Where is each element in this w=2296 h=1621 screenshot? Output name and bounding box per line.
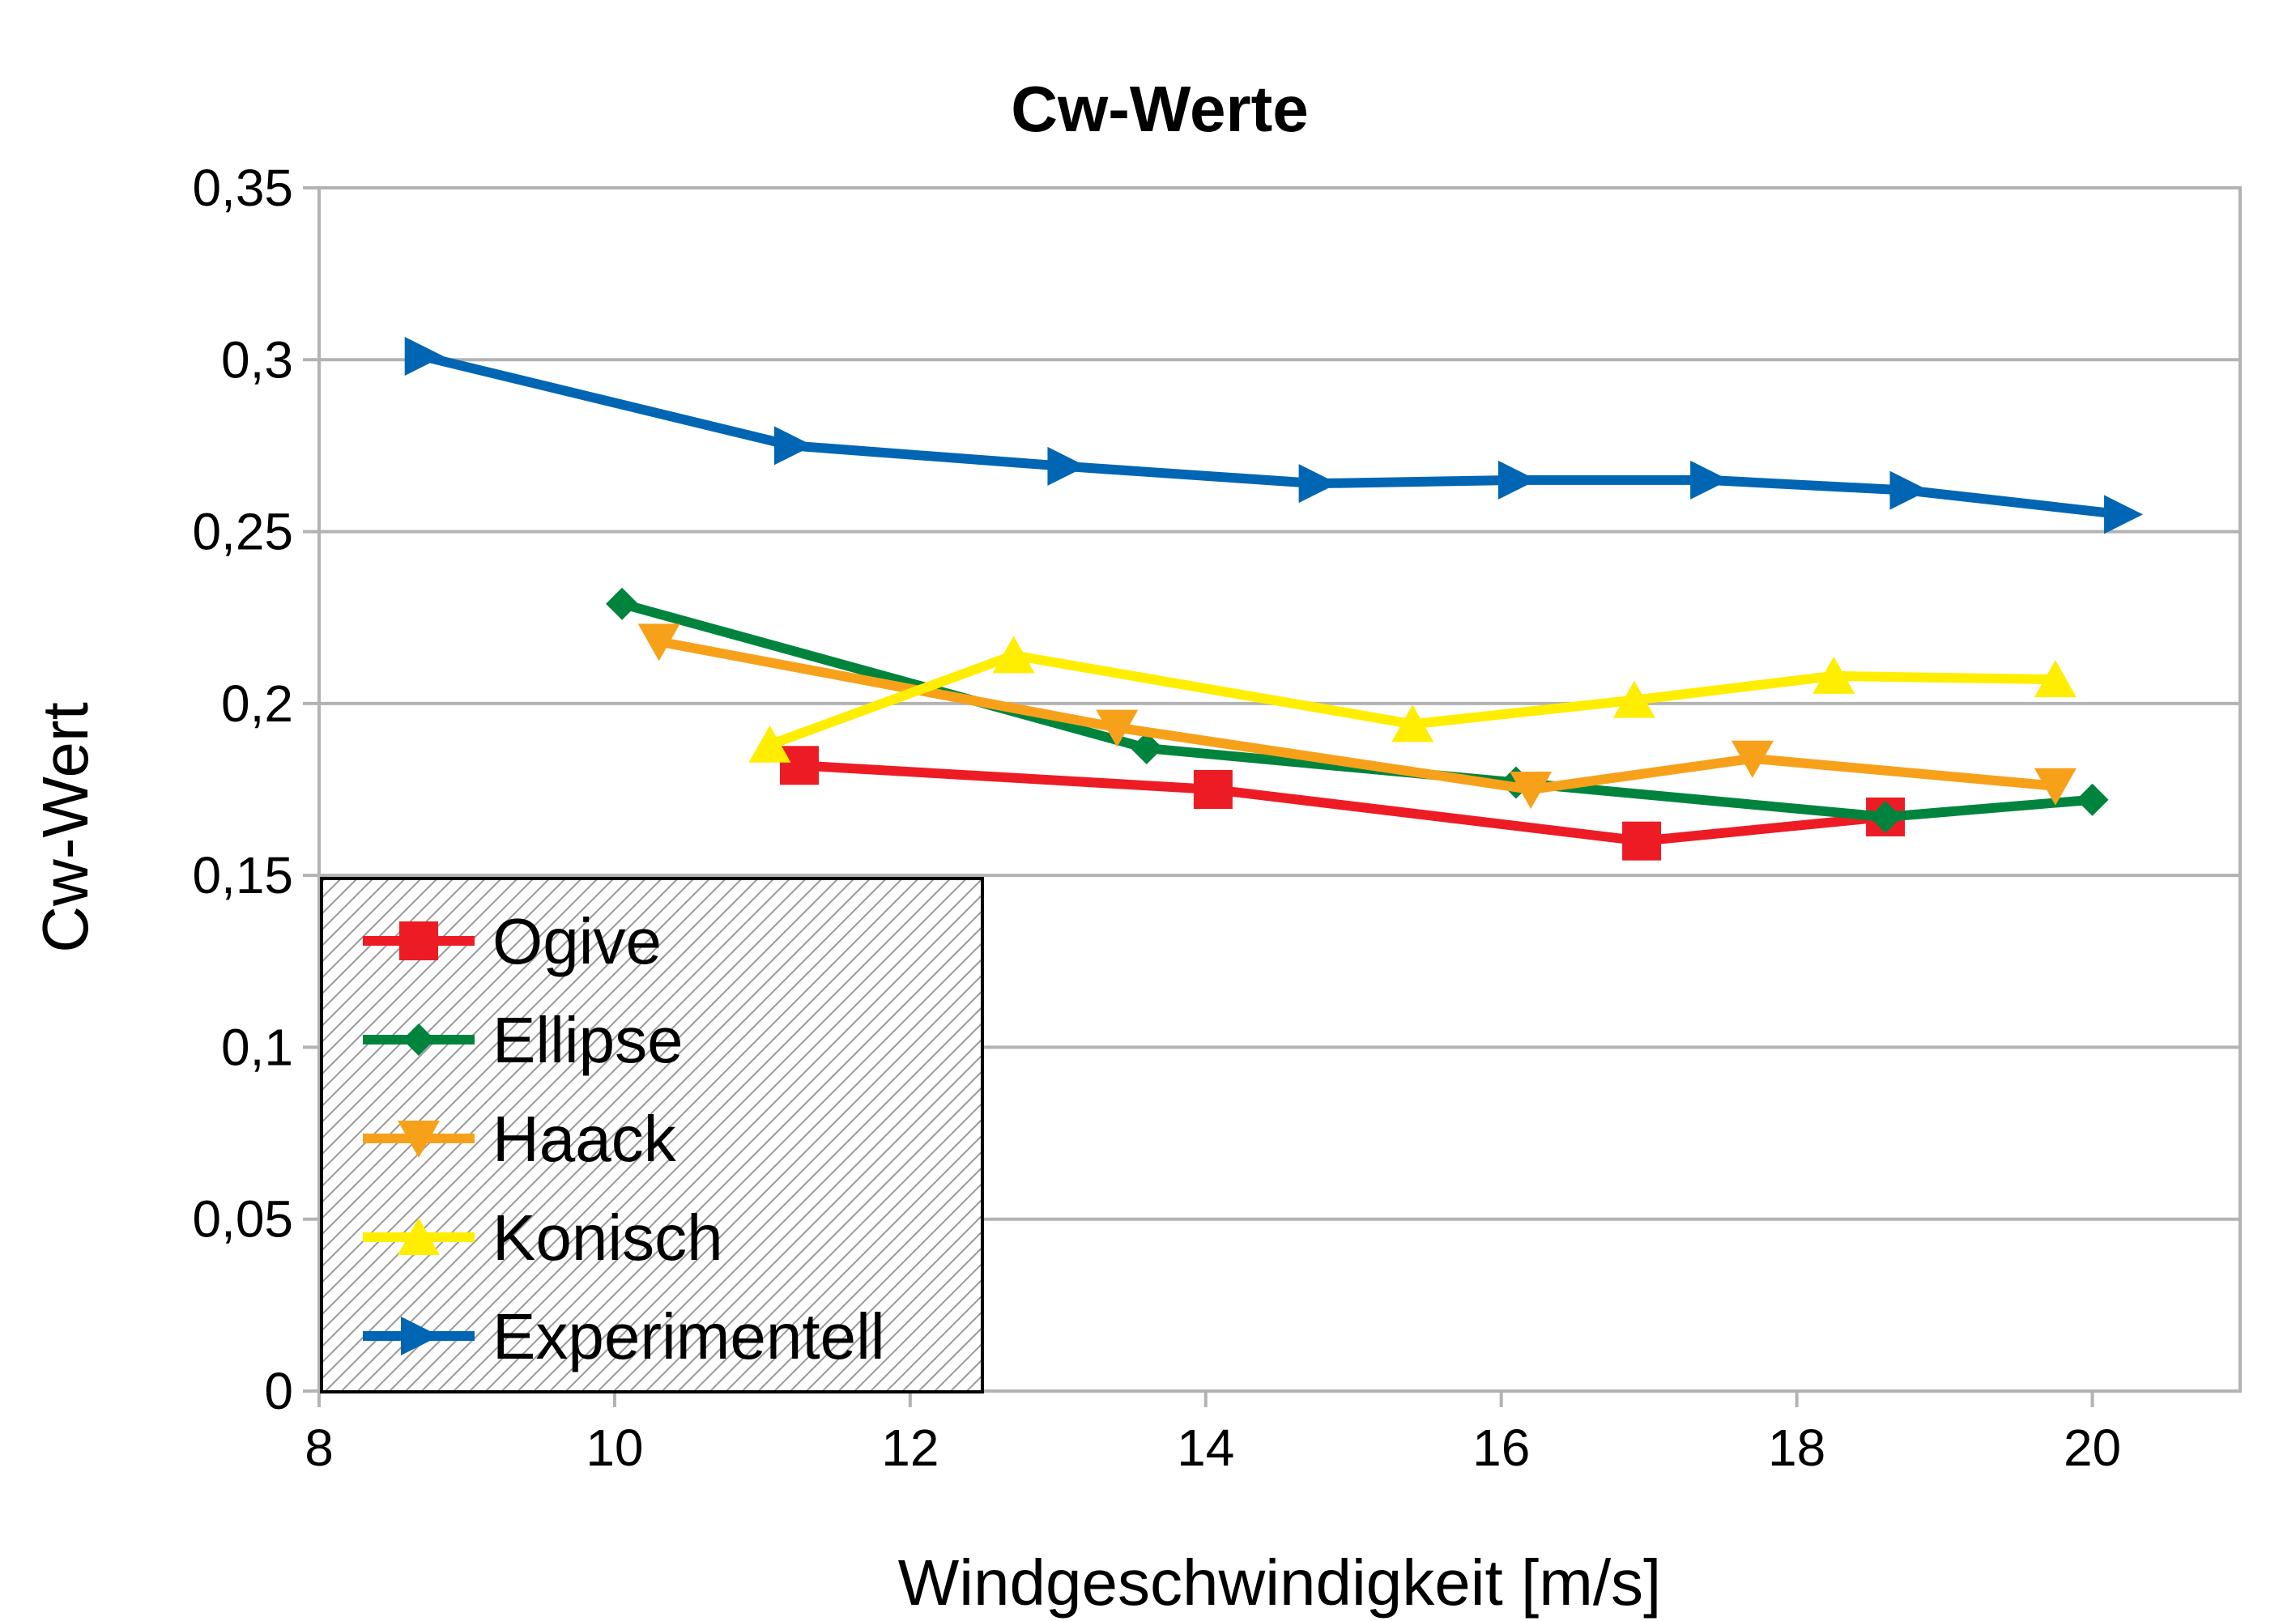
legend-marker	[403, 1023, 435, 1056]
y-tick-label: 0,1	[221, 1018, 293, 1076]
x-tick-label: 12	[881, 1419, 939, 1477]
data-point-ogive	[780, 746, 819, 785]
data-point-konisch	[748, 725, 791, 763]
data-point-haack	[1731, 740, 1774, 778]
series-konisch	[748, 636, 2077, 763]
legend-marker	[398, 1218, 440, 1255]
legend-label: Haack	[492, 1103, 677, 1175]
data-point-experimentell	[404, 337, 444, 377]
x-axis: 8 10 12 14 16 18 20	[305, 1391, 2121, 1477]
x-tick-label: 18	[1768, 1419, 1825, 1477]
plot-area	[317, 186, 2242, 1393]
data-point-ellipse	[606, 587, 639, 620]
data-point-konisch	[1813, 656, 1855, 694]
legend-items: Ogive Ellipse Haack Konisch Experimentell	[363, 905, 885, 1372]
legend-item-ellipse: Ellipse	[363, 1004, 684, 1076]
y-tick-label: 0,3	[221, 330, 293, 389]
legend-marker	[401, 1317, 440, 1355]
data-point-experimentell	[1690, 460, 1730, 500]
legend: Ogive Ellipse Haack Konisch Experimentell	[320, 877, 984, 1393]
legend-item-experimentell: Experimentell	[363, 1300, 885, 1372]
y-tick-label: 0,35	[192, 159, 293, 217]
legend-label: Konisch	[492, 1202, 723, 1274]
series-layer	[404, 337, 2144, 861]
x-axis-title: Windgeschwindigkeit [m/s]	[898, 1547, 1662, 1619]
legend-item-ogive: Ogive	[363, 905, 662, 977]
data-point-haack	[637, 623, 680, 662]
y-tick-label: 0,15	[192, 846, 293, 904]
x-tick-label: 10	[586, 1419, 643, 1477]
data-point-ellipse	[1130, 732, 1163, 765]
data-point-konisch	[992, 636, 1035, 674]
y-axis-title: Cw-Wert	[29, 702, 101, 953]
legend-item-konisch: Konisch	[363, 1202, 723, 1274]
data-point-haack	[1510, 772, 1553, 809]
data-point-experimentell	[2104, 495, 2144, 534]
y-tick-label: 0,2	[221, 674, 293, 733]
data-point-experimentell	[1298, 464, 1338, 504]
data-point-ellipse	[1869, 800, 1902, 833]
x-tick-label: 8	[305, 1419, 334, 1477]
y-tick-label: 0,25	[192, 503, 293, 561]
data-point-haack	[1096, 709, 1139, 747]
data-point-haack	[2034, 768, 2077, 806]
y-axis: 0 0,05 0,1 0,15 0,2 0,25 0,3 0,35	[192, 159, 319, 1420]
chart-title: Cw-Werte	[1011, 73, 1308, 145]
x-tick-label: 16	[1472, 1419, 1530, 1477]
legend-label: Ogive	[492, 905, 662, 977]
data-point-experimentell	[1889, 470, 1929, 510]
data-point-konisch	[1391, 704, 1434, 742]
data-point-experimentell	[1047, 446, 1087, 486]
x-tick-label: 20	[2064, 1419, 2121, 1477]
data-point-ellipse	[2076, 783, 2109, 816]
legend-marker	[399, 921, 438, 960]
series-experimentell	[404, 337, 2144, 534]
series-line-konisch	[768, 650, 2056, 750]
data-point-ogive	[1622, 821, 1662, 861]
data-point-konisch	[2034, 660, 2077, 698]
legend-item-haack: Haack	[363, 1103, 677, 1175]
series-line-ogive	[799, 760, 1886, 846]
legend-label: Ellipse	[492, 1004, 684, 1076]
series-line-experimentell	[421, 351, 2123, 520]
data-point-konisch	[1612, 680, 1655, 718]
y-tick-label: 0,05	[192, 1190, 293, 1249]
data-point-experimentell	[1497, 460, 1537, 500]
legend-label: Experimentell	[492, 1300, 885, 1372]
y-tick-label: 0	[264, 1362, 293, 1420]
data-point-experimentell	[773, 426, 813, 466]
data-point-ogive	[1193, 770, 1233, 809]
legend-marker	[398, 1121, 440, 1158]
x-tick-label: 14	[1177, 1419, 1234, 1477]
series-haack	[637, 623, 2077, 809]
